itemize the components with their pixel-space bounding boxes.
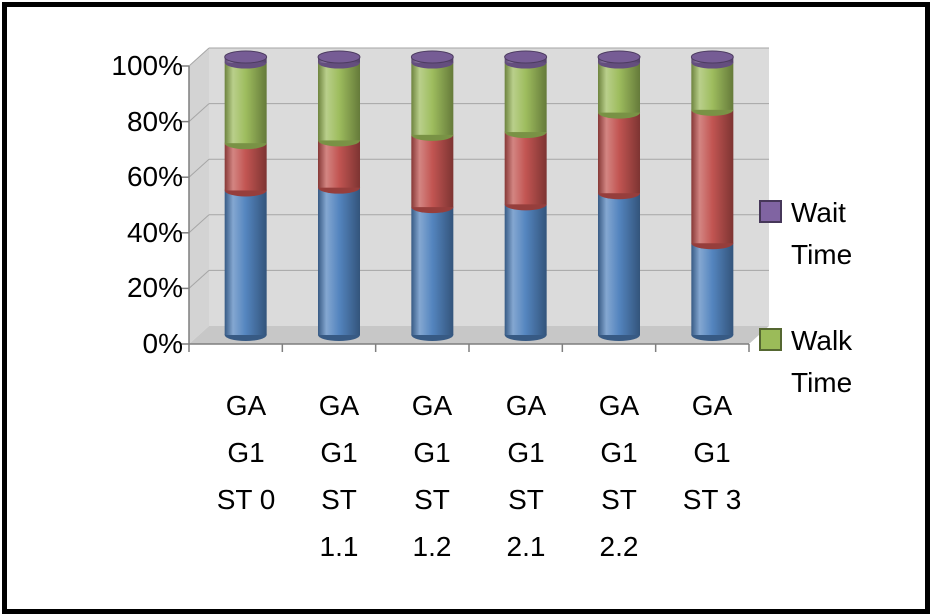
- bar-segment: [318, 62, 360, 141]
- x-axis-category-label: GA G1 ST 2.1: [505, 390, 547, 562]
- y-axis-tick-label: 0%: [142, 328, 183, 359]
- y-axis-tick-label: 80%: [126, 106, 183, 137]
- gridline: [188, 214, 210, 234]
- y-axis-tick-label: 100%: [111, 50, 183, 81]
- bar-segment: [224, 143, 267, 191]
- bar-top-cap: [410, 50, 454, 64]
- legend-swatch-walk-time: [759, 328, 782, 351]
- x-axis-category-label: GA G1 ST 0: [216, 390, 276, 515]
- bar-top-cap: [597, 50, 641, 64]
- gridline: [188, 270, 210, 289]
- plot-area: [181, 47, 769, 352]
- bar-segment: [411, 62, 454, 135]
- bar-segment: [318, 187, 360, 335]
- legend: Wait Time Walk Time: [759, 7, 929, 609]
- gridline: [188, 47, 210, 67]
- legend-swatch-wait-time: [759, 200, 782, 223]
- bar-segment: [411, 134, 454, 208]
- bar-segment: [224, 190, 267, 335]
- gridline: [188, 103, 210, 122]
- x-axis-category-label: GA G1 ST 1.2: [411, 390, 453, 562]
- bar-top-cap: [690, 50, 734, 64]
- side-wall: [189, 48, 209, 344]
- bar-segment: [318, 140, 360, 188]
- back-wall: [209, 48, 769, 326]
- bar-segment: [598, 62, 640, 113]
- y-axis-tick-label: 40%: [126, 217, 183, 248]
- x-axis-category-label: GA G1 ST 1.1: [318, 390, 360, 562]
- bar-segment: [504, 132, 547, 205]
- floor: [189, 326, 769, 344]
- bar-segment: [504, 204, 547, 335]
- legend-label: Wait Time: [791, 197, 853, 270]
- x-axis-category-label: GA G1 ST 3: [682, 390, 742, 515]
- bar-top-cap: [504, 50, 548, 64]
- legend-label: Walk Time: [791, 325, 853, 398]
- bar-segment: [691, 109, 734, 244]
- y-axis-tick-label: 20%: [126, 272, 183, 303]
- y-axis-tick-label: 60%: [126, 161, 183, 192]
- gridline: [188, 158, 210, 178]
- legend-entry-wait-time: Wait Time: [759, 192, 883, 276]
- bar-top-cap: [317, 50, 361, 64]
- stacked-bar-chart: 0% 20% 40% 60% 80% 100% GA G1 ST 0 GA G1…: [7, 7, 925, 609]
- x-axis-category-label: GA G1 ST 2.2: [598, 390, 640, 562]
- bar-segment: [411, 207, 454, 335]
- bar-top-cap: [224, 50, 268, 64]
- bar-segment: [504, 62, 547, 133]
- bar-segment: [598, 112, 640, 194]
- bar-segment: [691, 243, 734, 335]
- bar-segment: [224, 62, 267, 144]
- bar-segment: [598, 193, 640, 335]
- bar-segment: [691, 62, 734, 110]
- legend-entry-walk-time: Walk Time: [759, 320, 883, 404]
